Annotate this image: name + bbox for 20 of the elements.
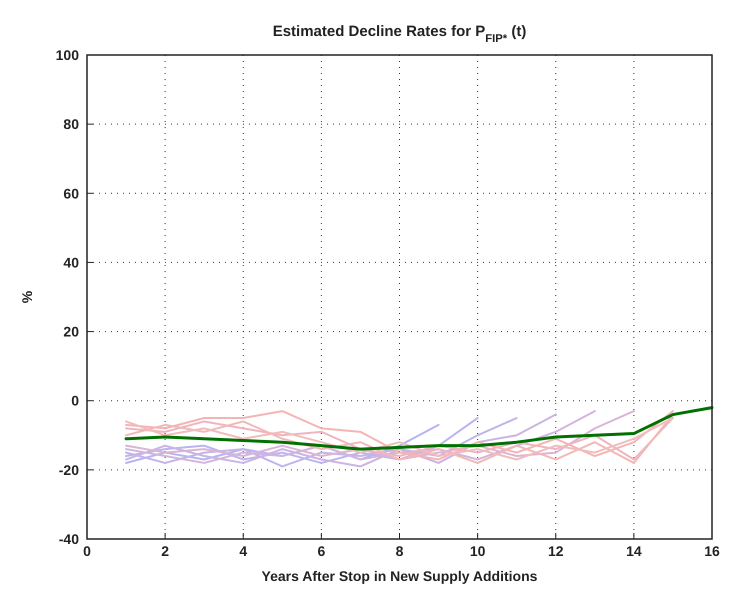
y-tick-label: -20: [58, 462, 80, 478]
x-tick-label: 2: [161, 543, 170, 559]
y-tick-label: 80: [63, 116, 80, 132]
y-tick-label: 40: [63, 254, 80, 270]
x-tick-label: 6: [317, 543, 326, 559]
x-tick-label: 12: [548, 543, 564, 559]
x-tick-label: 4: [239, 543, 248, 559]
x-tick-label: 8: [396, 543, 404, 559]
chart-title: Estimated Decline Rates for P$_{FIP*}$ (t): [272, 23, 526, 45]
y-tick-label: 60: [63, 185, 80, 202]
x-tick-label: 0: [83, 543, 92, 559]
y-tick-label: -40: [58, 531, 80, 547]
y-tick-label: 0: [71, 392, 80, 409]
x-axis-title: Years After Stop in New Supply Additions: [262, 568, 538, 584]
y-tick-label: 100: [56, 47, 80, 63]
x-tick-label: 14: [626, 543, 642, 559]
x-tick-label: 10: [470, 543, 486, 559]
x-tick-label: 16: [704, 543, 720, 559]
y-axis-title: %: [19, 290, 35, 304]
y-tick-label: 20: [63, 324, 80, 340]
